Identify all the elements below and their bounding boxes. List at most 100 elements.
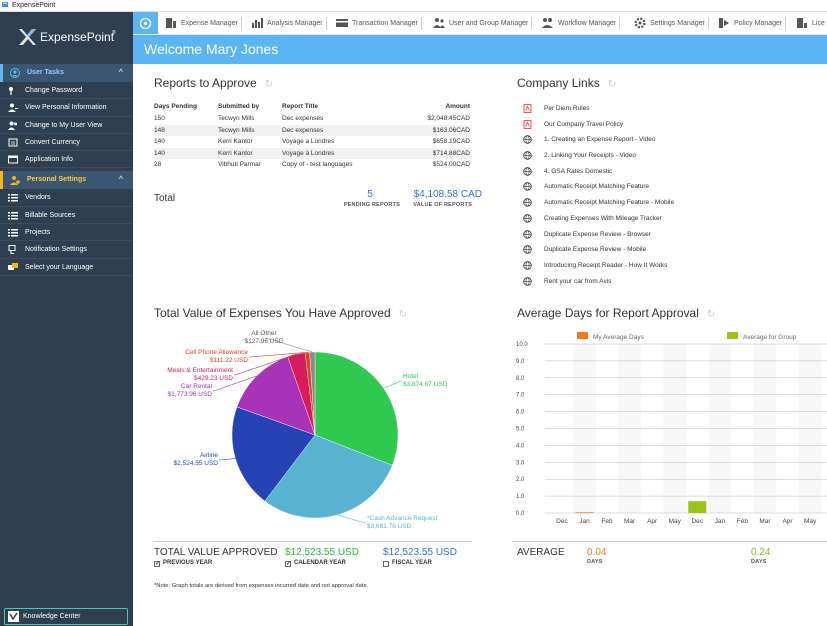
tab-expense-manager[interactable]: Expense Manager <box>161 12 242 34</box>
company-link-item[interactable]: Our Company Travel Policy <box>523 117 823 133</box>
reports-total-label: Total <box>154 193 176 204</box>
x-tick-label: May <box>669 518 682 525</box>
company-link-item[interactable]: 1. Creating an Expense Report - Video <box>523 132 823 148</box>
globe-icon <box>523 167 532 176</box>
y-tick-label: 10.0 <box>516 342 528 348</box>
column-header[interactable]: Submitted by <box>218 103 260 110</box>
company-link-label: Per Diem Rules <box>544 105 590 112</box>
pie-leader-line <box>337 514 366 524</box>
personal-settings-list: Vendors Billable Sources Projects Notifi… <box>0 189 133 276</box>
knowledge-center-button[interactable]: Knowledge Center <box>4 608 128 625</box>
globe-icon <box>523 135 532 145</box>
y-tick-label: 0.0 <box>516 511 525 517</box>
column-header[interactable]: Days Pending <box>154 103 197 110</box>
list-icon <box>8 229 18 237</box>
approval-days-bar-chart: My Average Days Average for Group 0.0 1.0 2.… <box>516 332 827 525</box>
sidebar-item-application-info[interactable]: Application Info <box>0 151 133 169</box>
chevron-up-icon[interactable]: ^ <box>118 69 123 76</box>
key-icon <box>9 87 13 95</box>
pie-slice[interactable] <box>314 351 399 466</box>
window-titlebar: ExpensePoint <box>0 0 827 12</box>
user-tasks-list: Change Password View Personal Informatio… <box>0 82 133 169</box>
tab-settings-manager[interactable]: Settings Manager <box>630 12 709 34</box>
company-link-item[interactable]: Rent your car from Avis <box>523 274 823 290</box>
previous-year-checkbox[interactable]: ✓ PREVIOUS YEAR <box>154 560 212 567</box>
value-of-reports: $4,108.58 CAD <box>413 189 482 200</box>
table-row[interactable]: 28 Vibhuti Parmar Copy of - test languag… <box>154 159 472 171</box>
legend-label: My Average Days <box>593 334 645 341</box>
reports-table: Days Pending Submitted by Report Title A… <box>154 100 472 171</box>
company-link-label: 4. GSA Rates Domestic <box>544 167 613 175</box>
sidebar-item-notification-settings[interactable]: Notification Settings <box>0 241 133 259</box>
sidebar-item-label: Notification Settings <box>25 246 87 254</box>
sidebar-item-projects[interactable]: Projects <box>0 224 133 242</box>
user-circle-icon <box>10 68 20 78</box>
company-link-item[interactable]: 4. GSA Rates Domestic <box>523 164 823 180</box>
refresh-icon[interactable]: ↻ <box>398 309 408 320</box>
pie-value-label: $1,773.96 USD <box>168 391 213 398</box>
sidebar: ExpensePoint ® User Tasks ^ Change Passw… <box>0 12 133 626</box>
checkbox-checked-icon[interactable]: ✓ <box>154 561 161 567</box>
company-link-label: 2. Linking Your Receipts - Video <box>544 152 637 160</box>
pie-leader-line <box>213 375 257 392</box>
table-row[interactable]: 150 Tecwyn Mills Dec expenses $2,048.45C… <box>154 113 472 125</box>
personal-settings-header[interactable]: Personal Settings ^ <box>0 171 133 190</box>
pie-category-label: Hotel <box>403 373 419 380</box>
graph-note: *Note: Graph totals are derived from exp… <box>154 583 369 589</box>
fiscal-year-checkbox[interactable]: FISCAL YEAR <box>383 560 432 567</box>
user-tasks-header[interactable]: User Tasks ^ <box>0 64 133 82</box>
tab-home[interactable] <box>133 12 158 34</box>
tab-analysis-manager[interactable]: Analysis Manager <box>247 12 327 34</box>
sidebar-item-change-user-view[interactable]: Change to My User View <box>0 117 133 134</box>
company-link-item[interactable]: Automatic Receipt Matching Feature - Mob… <box>523 195 823 211</box>
policy-icon <box>719 18 729 28</box>
tab-license-manager[interactable]: Lice <box>792 12 825 34</box>
bar[interactable] <box>688 501 707 513</box>
checkbox-checked-icon[interactable]: ✓ <box>285 561 292 567</box>
sidebar-item-select-language[interactable]: Select your Language <box>0 259 133 276</box>
refresh-icon[interactable]: ↻ <box>706 309 716 320</box>
company-link-item[interactable]: Duplicate Expense Review - Mobile <box>523 242 823 258</box>
sidebar-item-change-password[interactable]: Change Password <box>0 82 133 100</box>
bar[interactable] <box>575 512 594 514</box>
pie-leader-line <box>249 352 308 358</box>
users-icon <box>433 18 445 28</box>
sidebar-item-label: Change to My User View <box>25 121 103 129</box>
company-link-item[interactable]: Creating Expenses With Mileage Tracker <box>523 211 823 227</box>
pie-slice[interactable] <box>264 434 393 519</box>
company-link-item[interactable]: Introducing Receipt Reader - How It Work… <box>523 258 823 274</box>
calendar-year-checkbox[interactable]: ✓ CALENDAR YEAR <box>285 560 346 567</box>
cell-days: 150 <box>154 115 165 123</box>
pending-reports-count: 5 <box>367 189 373 200</box>
tab-user-group-manager[interactable]: User and Group Manager <box>429 12 533 34</box>
column-header[interactable]: Amount <box>445 103 470 110</box>
sidebar-item-billable-sources[interactable]: Billable Sources <box>0 207 133 225</box>
tab-workflow-manager[interactable]: Workflow Manager <box>538 12 621 34</box>
column-header[interactable]: Report Title <box>282 103 318 110</box>
sidebar-item-view-personal-information[interactable]: View Personal Information <box>0 99 133 117</box>
total-value-calendar-year: $12,523.55 USD <box>383 547 457 558</box>
globe-icon <box>523 151 532 160</box>
tab-transaction-manager[interactable]: Transaction Manager <box>332 12 422 34</box>
checkbox-unchecked-icon[interactable] <box>383 561 389 567</box>
table-row[interactable]: 148 Tecwyn Mills Dec expenses $163.06CAD <box>154 124 472 136</box>
sidebar-item-convert-currency[interactable]: Convert Currency <box>0 134 133 152</box>
sidebar-item-vendors[interactable]: Vendors <box>0 189 133 207</box>
tab-policy-manager[interactable]: Policy Manager <box>714 12 787 34</box>
sidebar-item-label: Change Password <box>25 87 83 94</box>
chevron-up-icon[interactable]: ^ <box>118 176 123 184</box>
table-row[interactable]: 140 Kerri Kantor Voyage a Londres $658.1… <box>154 136 472 148</box>
x-tick-label: Feb <box>737 518 749 525</box>
refresh-icon[interactable]: ↻ <box>264 79 274 90</box>
knowledge-center-label: Knowledge Center <box>23 613 81 620</box>
company-link-item[interactable]: 2. Linking Your Receipts - Video <box>523 148 823 164</box>
table-row[interactable]: 140 Kerri Kantor Voyage à Londres $714.8… <box>154 147 472 159</box>
total-value-approved-label: TOTAL VALUE APPROVED <box>154 547 278 558</box>
refresh-icon[interactable]: ↻ <box>607 79 617 90</box>
pie-leader-line <box>265 337 313 353</box>
logo-registered-mark: ® <box>112 30 116 36</box>
currency-icon <box>8 138 18 147</box>
company-link-item[interactable]: Per Diem Rules <box>523 101 823 117</box>
company-link-item[interactable]: Automatic Receipt Matching Feature <box>523 179 823 195</box>
company-link-item[interactable]: Duplicate Expense Review - Browser <box>523 227 823 243</box>
